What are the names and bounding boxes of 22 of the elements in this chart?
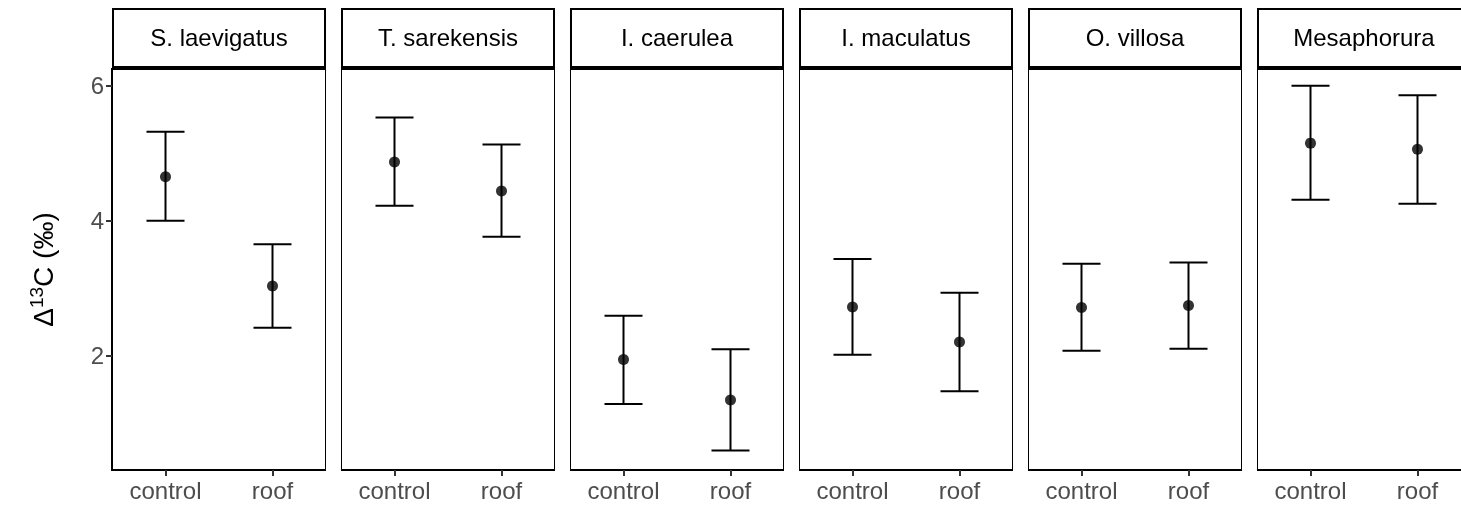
chart-title: I. maculatus bbox=[799, 8, 1013, 68]
x-tick-label: control bbox=[1045, 476, 1118, 504]
x-tick-label: roof bbox=[251, 476, 294, 504]
x-tick-label: control bbox=[587, 476, 660, 504]
x-tick-label: control bbox=[358, 476, 431, 504]
y-tick-label: 2 bbox=[90, 341, 104, 369]
y-tick-label: 4 bbox=[90, 207, 104, 235]
x-tick-label: roof bbox=[1396, 476, 1439, 504]
chart-title: Mesaphorura bbox=[1257, 8, 1461, 68]
chart-title: T. sarekensis bbox=[341, 8, 555, 68]
y-tick-label: 6 bbox=[90, 72, 104, 100]
y-axis-title: Δ13C (‰) bbox=[26, 212, 59, 327]
x-tick-label: control bbox=[1274, 476, 1347, 504]
chart-title: S. laevigatus bbox=[112, 8, 326, 68]
chart-title: O. villosa bbox=[1028, 8, 1242, 68]
x-tick-label: roof bbox=[938, 476, 981, 504]
x-tick-label: roof bbox=[709, 476, 752, 504]
x-tick-label: roof bbox=[480, 476, 523, 504]
x-tick-label: control bbox=[816, 476, 889, 504]
x-tick-label: control bbox=[129, 476, 202, 504]
x-tick-label: roof bbox=[1167, 476, 1210, 504]
chart-title: I. caerulea bbox=[570, 8, 784, 68]
